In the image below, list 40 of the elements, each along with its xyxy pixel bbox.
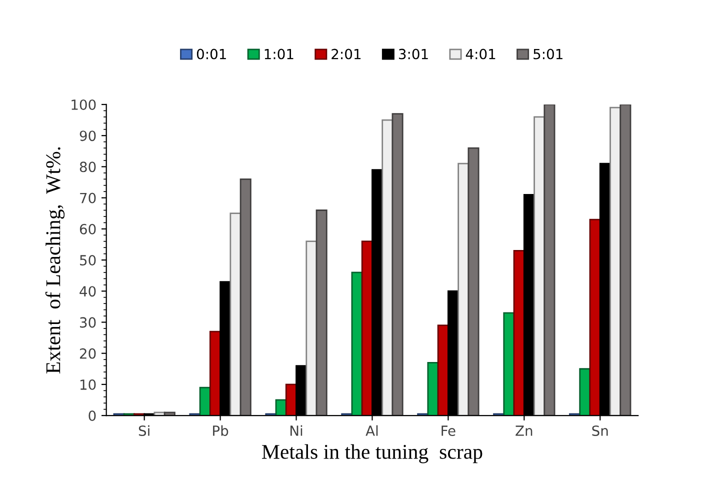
bar [468,147,480,416]
legend-label: 5:01 [534,48,562,60]
x-axis-title: Metals in the tuning scrap [262,444,482,464]
y-tick-label: 70 [80,192,96,204]
x-tick-label: Ni [290,425,302,436]
y-tick-label: 20 [80,348,96,359]
legend-label: 3:01 [398,48,428,60]
legend-label: 2:01 [332,48,361,60]
x-tick-label: Fe [442,426,456,436]
x-tick-label: Sn [592,425,608,436]
x-tick-label: Zn [516,426,532,436]
y-tick-label: 30 [80,317,96,328]
bar [164,412,176,416]
y-tick-label: 60 [80,224,96,234]
legend-label: 1:01 [264,48,294,60]
legend-label: 0:01 [196,48,226,60]
y-tick-label: 0 [88,410,96,422]
y-axis-title: Extent of Leaching, Wt%. [45,147,65,374]
bar [579,368,591,416]
bar [230,212,242,416]
x-tick-label: Si [138,425,150,436]
x-tick-label: Pb [213,425,228,436]
y-tick-label: 50 [80,254,96,266]
y-tick-label: 10 [80,379,96,390]
bar [620,104,632,416]
bar [382,119,394,416]
y-tick-label: 90 [80,130,96,142]
bar [392,113,404,416]
bar [427,362,439,416]
bar [544,104,556,416]
legend-label: 4:01 [466,48,496,60]
bar [306,240,318,416]
y-tick-label: 40 [80,286,96,297]
bar [316,210,328,416]
bar [240,178,252,416]
y-tick-label: 80 [80,162,96,172]
y-tick-label: 100 [72,99,96,110]
bar [503,312,515,416]
x-tick-label: Al [366,425,378,436]
bar [458,162,470,416]
